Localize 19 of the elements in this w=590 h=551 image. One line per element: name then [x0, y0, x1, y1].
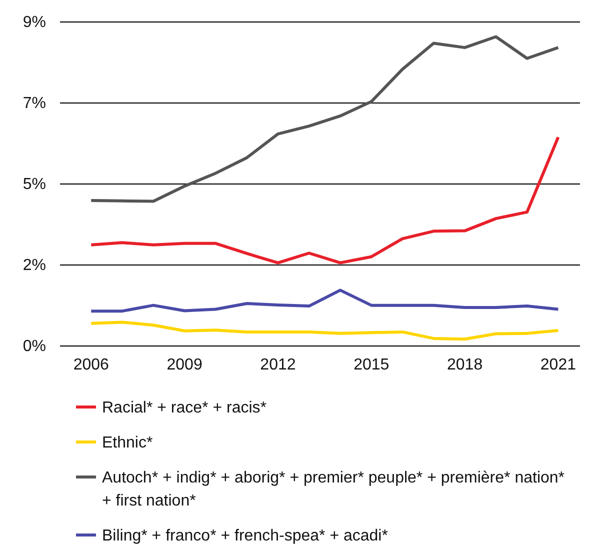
legend-label: Autoch* + indig* + aborig* + premier* peuple* + première* nation* + first nation* — [102, 470, 569, 510]
x-tick-label: 2006 — [73, 356, 110, 374]
line-series — [90, 288, 560, 313]
line-series — [90, 35, 560, 203]
x-tick-label: 2018 — [446, 356, 483, 374]
y-tick-label: 2% — [22, 257, 46, 274]
y-tick-label: 7% — [22, 95, 46, 112]
legend-label: Racial* + race* + racis* — [102, 400, 267, 416]
y-tick-label: 0% — [22, 338, 46, 356]
x-tick-label: 2009 — [166, 356, 202, 374]
x-tick-label: 2015 — [354, 356, 390, 374]
line-series — [90, 136, 560, 264]
y-tick-label: 9% — [22, 14, 46, 32]
line-series — [90, 320, 560, 341]
legend-label: Ethnic* — [102, 434, 153, 452]
x-tick-label: 2021 — [540, 356, 576, 374]
legend-label: Biling* + franco* + french-spea* + acadi* — [102, 528, 388, 544]
y-tick-label: 5% — [22, 176, 46, 194]
x-tick-label: 2012 — [260, 356, 296, 374]
